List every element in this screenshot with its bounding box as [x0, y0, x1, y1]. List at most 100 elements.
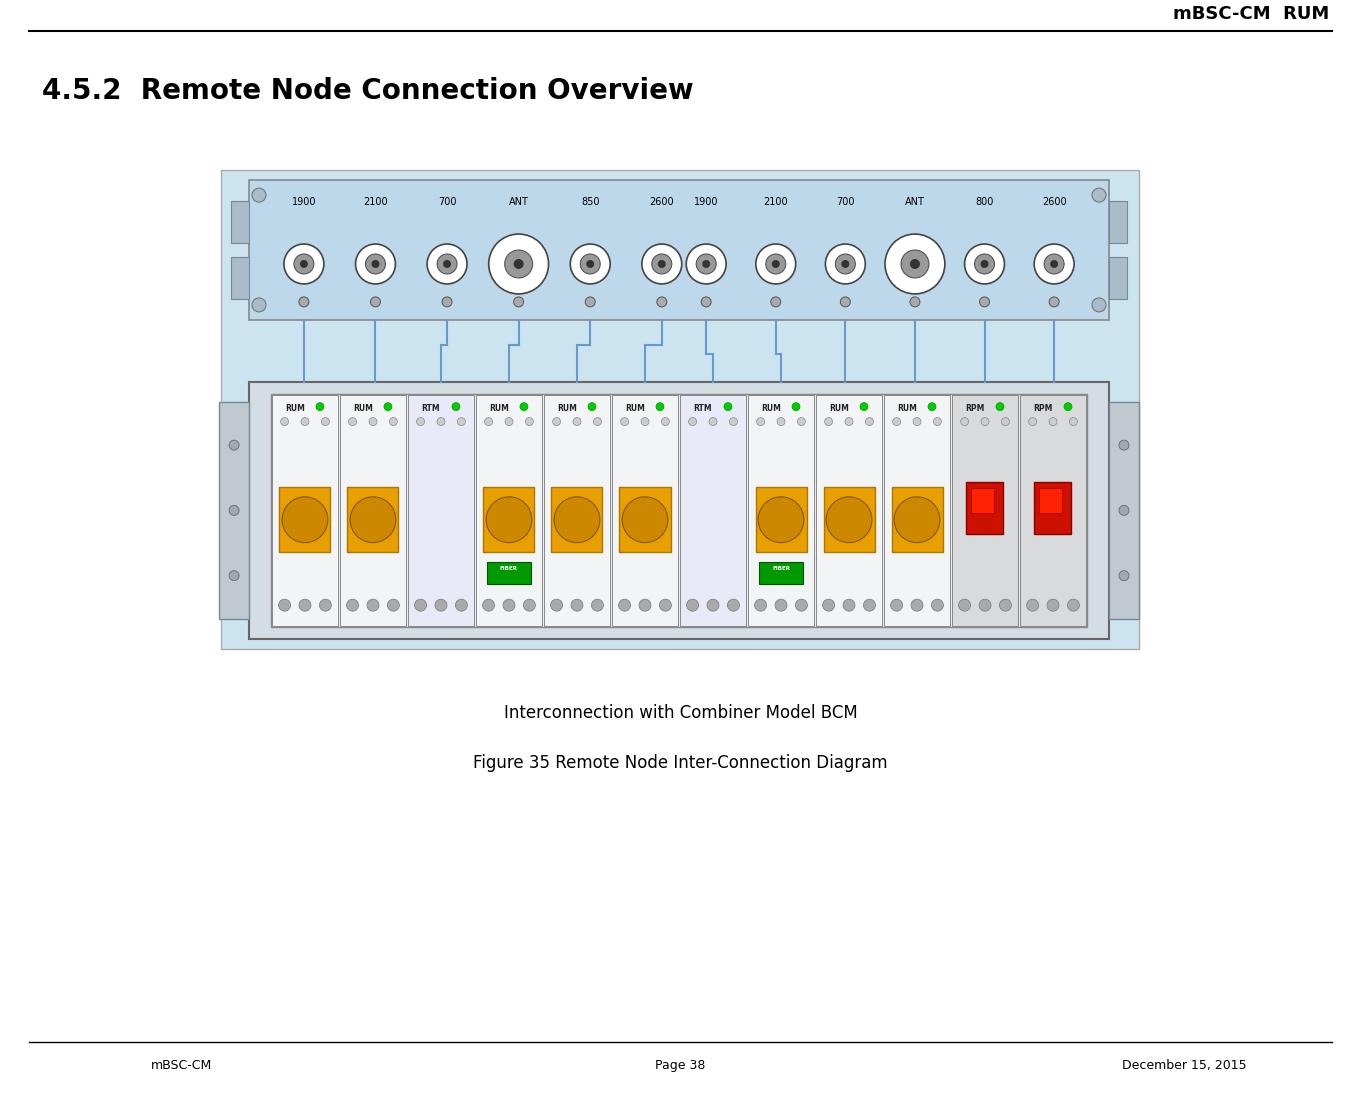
Circle shape: [1029, 418, 1037, 426]
Circle shape: [485, 418, 493, 426]
Circle shape: [350, 497, 396, 543]
Circle shape: [1119, 506, 1128, 516]
Text: Page 38: Page 38: [655, 1059, 706, 1072]
Circle shape: [825, 244, 866, 284]
Circle shape: [1034, 244, 1074, 284]
Bar: [817, 395, 882, 626]
Text: Interconnection with Combiner Model BCM: Interconnection with Combiner Model BCM: [504, 704, 857, 722]
Circle shape: [489, 234, 548, 294]
Circle shape: [442, 297, 452, 307]
Text: Figure 35 Remote Node Inter-Connection Diagram: Figure 35 Remote Node Inter-Connection D…: [474, 754, 887, 772]
Bar: [487, 562, 531, 584]
Text: FIBER: FIBER: [772, 566, 789, 570]
Circle shape: [592, 599, 603, 611]
Text: RUM: RUM: [489, 404, 509, 412]
Circle shape: [1070, 418, 1078, 426]
Circle shape: [389, 418, 397, 426]
Circle shape: [866, 418, 874, 426]
Circle shape: [593, 418, 602, 426]
Circle shape: [525, 418, 534, 426]
Bar: [749, 395, 814, 626]
Circle shape: [294, 255, 314, 274]
Text: 1900: 1900: [291, 197, 316, 207]
Circle shape: [456, 599, 467, 611]
Text: RUM: RUM: [625, 404, 645, 412]
Circle shape: [686, 599, 698, 611]
Circle shape: [754, 599, 766, 611]
Bar: [972, 487, 994, 513]
Circle shape: [890, 599, 902, 611]
Circle shape: [901, 250, 930, 278]
Text: mBSC-CM: mBSC-CM: [151, 1059, 212, 1072]
Bar: [1040, 487, 1062, 513]
Circle shape: [483, 599, 494, 611]
Circle shape: [826, 497, 872, 543]
Circle shape: [551, 599, 562, 611]
Circle shape: [657, 297, 667, 307]
Circle shape: [893, 418, 901, 426]
Circle shape: [299, 599, 310, 611]
Bar: [1019, 395, 1086, 626]
Text: RUM: RUM: [761, 404, 781, 412]
Circle shape: [301, 418, 309, 426]
Circle shape: [384, 403, 392, 410]
Circle shape: [1092, 189, 1106, 202]
Circle shape: [642, 244, 682, 284]
Circle shape: [860, 403, 868, 410]
Circle shape: [367, 599, 378, 611]
Text: 2100: 2100: [764, 197, 788, 207]
Bar: [231, 257, 249, 298]
Circle shape: [777, 418, 785, 426]
Circle shape: [229, 506, 240, 516]
Circle shape: [911, 297, 920, 307]
Circle shape: [369, 418, 377, 426]
Text: 4.5.2  Remote Node Connection Overview: 4.5.2 Remote Node Connection Overview: [42, 78, 693, 105]
Circle shape: [437, 418, 445, 426]
Circle shape: [355, 244, 396, 284]
Circle shape: [585, 297, 595, 307]
Text: RUM: RUM: [284, 404, 305, 412]
Circle shape: [640, 599, 651, 611]
Circle shape: [980, 260, 988, 268]
Circle shape: [299, 260, 308, 268]
Circle shape: [657, 260, 666, 268]
Bar: [680, 395, 746, 626]
Text: RTM: RTM: [422, 404, 440, 412]
Circle shape: [706, 599, 719, 611]
Text: RTM: RTM: [694, 404, 712, 412]
Text: RUM: RUM: [897, 404, 917, 412]
Circle shape: [457, 418, 465, 426]
Circle shape: [974, 255, 995, 274]
Circle shape: [580, 255, 600, 274]
Circle shape: [727, 599, 739, 611]
Bar: [953, 395, 1018, 626]
Bar: [249, 382, 1109, 640]
Circle shape: [766, 255, 785, 274]
Circle shape: [504, 599, 514, 611]
Circle shape: [1119, 440, 1128, 450]
Bar: [823, 487, 875, 553]
Circle shape: [1002, 418, 1010, 426]
Circle shape: [686, 244, 727, 284]
Bar: [408, 395, 474, 626]
Text: 850: 850: [581, 197, 599, 207]
Circle shape: [252, 189, 265, 202]
Circle shape: [370, 297, 381, 307]
Text: 700: 700: [438, 197, 456, 207]
Bar: [544, 395, 610, 626]
Circle shape: [841, 260, 849, 268]
Bar: [340, 395, 406, 626]
Bar: [231, 201, 249, 244]
Circle shape: [1049, 297, 1059, 307]
Bar: [966, 483, 1003, 534]
Text: RUM: RUM: [352, 404, 373, 412]
Circle shape: [842, 599, 855, 611]
Bar: [483, 487, 535, 553]
Circle shape: [755, 244, 796, 284]
Circle shape: [911, 259, 920, 269]
Circle shape: [981, 418, 989, 426]
Circle shape: [347, 599, 358, 611]
Text: 800: 800: [976, 197, 994, 207]
Text: mBSC-CM  RUM: mBSC-CM RUM: [1173, 4, 1330, 23]
Circle shape: [1026, 599, 1038, 611]
